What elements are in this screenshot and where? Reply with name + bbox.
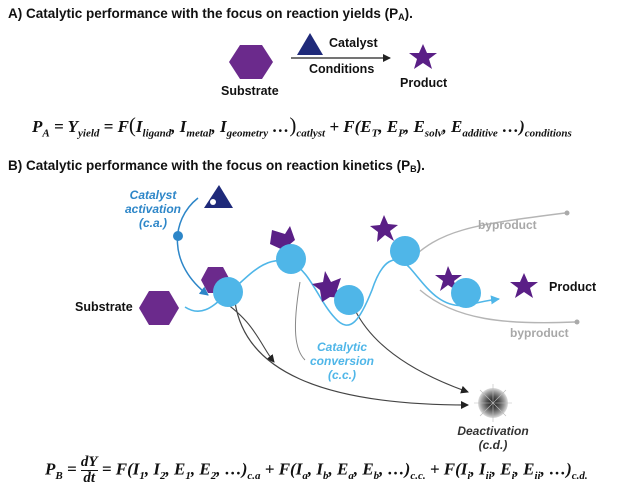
catalyst-triangle-dot xyxy=(210,199,216,205)
catalyst-triangle-a xyxy=(297,33,323,55)
product-label-b: Product xyxy=(549,280,597,294)
catalyst-label: Catalyst xyxy=(329,36,378,50)
dy-dt-fraction: dY dt xyxy=(80,454,98,486)
byproduct-label-top: byproduct xyxy=(478,218,537,232)
activated-ligand-dot xyxy=(173,231,183,241)
deactivation-path-3 xyxy=(294,281,306,361)
complex-1-catalyst xyxy=(213,277,243,307)
equation-b: PB = dY dt = F(I1, I2, E1, E2, …)c.a + F(… xyxy=(45,454,588,486)
substrate-hexagon-b xyxy=(139,291,179,325)
complex-3-catalyst xyxy=(334,285,364,315)
byproduct-line-bottom xyxy=(419,289,576,324)
byproduct-dot-top xyxy=(564,210,570,216)
complex-4-catalyst xyxy=(390,236,420,266)
product-star-a xyxy=(409,44,437,69)
complex-2-shape xyxy=(270,226,295,250)
byproduct-label-bottom: byproduct xyxy=(510,326,569,340)
complex-5-catalyst xyxy=(451,278,481,308)
catalyst-activation-arrow xyxy=(176,197,209,296)
complex-5-star xyxy=(435,266,462,291)
equation-a: PA = Yyield = F(Iligand, Imetal, Igeomet… xyxy=(32,113,572,140)
product-label-a: Product xyxy=(400,76,448,90)
catalyst-triangle-b xyxy=(204,185,233,208)
substrate-hexagon-a xyxy=(229,45,273,79)
catalytic-conversion-label: Catalytic conversion (c.c.) xyxy=(309,340,375,382)
section-b-title: B) Catalytic performance with the focus … xyxy=(8,158,425,174)
deactivation-path-2 xyxy=(234,301,469,409)
complex-4-star xyxy=(370,215,398,242)
catalyst-activation-label: Catalyst activation (c.a.) xyxy=(124,188,181,230)
section-a-title: A) Catalytic performance with the focus … xyxy=(8,6,413,22)
conditions-label: Conditions xyxy=(309,62,375,76)
byproduct-dot-bottom xyxy=(574,319,580,325)
deactivated-spikes xyxy=(474,384,512,422)
deactivation-label: Deactivation (c.d.) xyxy=(457,424,529,452)
deactivation-path-4 xyxy=(354,309,469,394)
complex-2-catalyst xyxy=(276,244,306,274)
substrate-label-a: Substrate xyxy=(221,84,279,98)
substrate-label-b: Substrate xyxy=(75,300,133,314)
product-star-b xyxy=(510,273,538,298)
